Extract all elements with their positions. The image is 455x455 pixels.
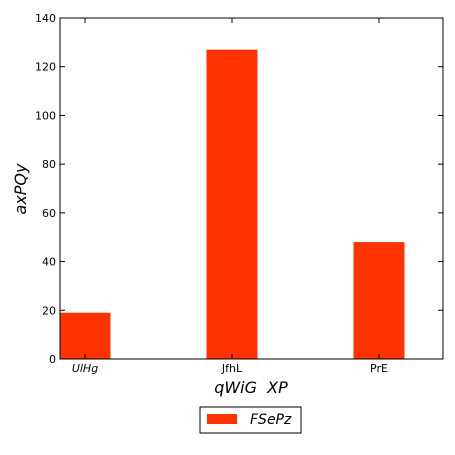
- y-tick-label: 140: [35, 12, 56, 25]
- y-tick-label: 60: [42, 207, 56, 220]
- plot-frame: [59, 17, 444, 360]
- x-tick-label: PrE: [370, 362, 388, 375]
- bar-pre: [353, 242, 405, 359]
- x-tick-label: UlHg: [72, 362, 98, 375]
- y-tick-label: 80: [42, 158, 56, 171]
- y-tick-label: 100: [35, 109, 56, 122]
- legend-swatch: [207, 414, 237, 424]
- y-tick-label: 120: [35, 61, 56, 74]
- legend-label: FSePz: [250, 412, 292, 428]
- y-tick-label: 20: [42, 304, 56, 317]
- y-tick-label: 0: [49, 353, 56, 366]
- x-axis-title: qWiG XP: [214, 378, 288, 397]
- y-axis-title: axPQy: [11, 163, 30, 215]
- bar-jfhl: [206, 49, 258, 360]
- x-tick-label: JfhL: [221, 362, 243, 375]
- y-tick-label: 40: [42, 256, 56, 269]
- bar-ulhg: [59, 312, 111, 359]
- legend: FSePz: [199, 406, 302, 434]
